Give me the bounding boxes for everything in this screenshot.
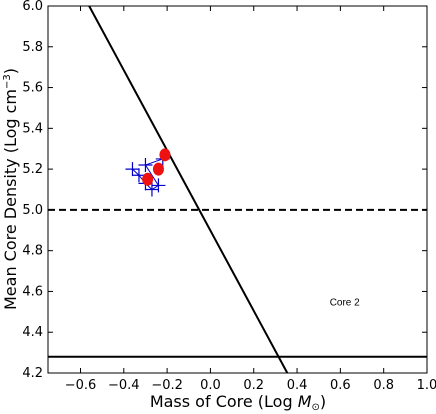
plus-marker: [151, 178, 166, 193]
y-tick-label: 6.0: [22, 0, 43, 14]
plus-marker: [138, 158, 153, 173]
x-tick-label: −0.2: [151, 378, 183, 393]
x-tick-label: −0.4: [108, 378, 140, 393]
x-tick-label: 1.0: [417, 378, 436, 393]
y-tick-label: 5.8: [22, 40, 43, 55]
data-marks: [125, 148, 171, 197]
reference-lines: [48, 5, 427, 374]
axis-ticks: −0.6 −0.4 −0.2 0.0 0.2 0.4 0.6 0.8 1.0 4.2 4.4 4.6 4…: [22, 0, 436, 393]
y-tick-label: 4.2: [22, 366, 43, 381]
x-tick-label: 0.0: [200, 378, 221, 393]
x-axis-title: Mass of Core (Log M⊙): [150, 392, 326, 413]
x-axis-title-text: Mass of Core (Log: [150, 392, 298, 411]
y-tick-label: 4.6: [22, 284, 43, 299]
x-tick-label: 0.2: [243, 378, 264, 393]
y-tick-label: 4.8: [22, 244, 43, 259]
y-tick-label: 5.4: [22, 121, 43, 136]
plus-marker: [125, 162, 140, 177]
x-tick-label: 0.6: [330, 378, 351, 393]
x-tick-label: 0.8: [373, 378, 394, 393]
y-axis-title-text: Mean Core Density (Log cm: [1, 89, 20, 310]
plot-frame: [47, 5, 428, 374]
x-axis-title-close: ): [320, 392, 326, 411]
y-axis-title-sup: −3: [2, 74, 13, 89]
y-axis-title: Mean Core Density (Log cm−3): [1, 68, 20, 310]
circle-marker: [152, 162, 164, 176]
x-axis-title-sub: ⊙: [312, 402, 320, 413]
reference-line-1: [88, 5, 289, 374]
y-tick-label: 4.4: [22, 325, 43, 340]
y-tick-label: 5.2: [22, 162, 43, 177]
y-tick-label: 5.6: [22, 81, 43, 96]
y-axis-title-close: ): [1, 68, 20, 74]
x-tick-label: 0.4: [287, 378, 308, 393]
annotation-label: Core 2: [330, 298, 360, 309]
circle-marker: [159, 148, 171, 162]
x-tick-label: −0.6: [65, 378, 97, 393]
circle-marker: [142, 172, 154, 186]
y-tick-label: 5.0: [22, 203, 43, 218]
x-axis-title-unit: M: [298, 392, 312, 411]
